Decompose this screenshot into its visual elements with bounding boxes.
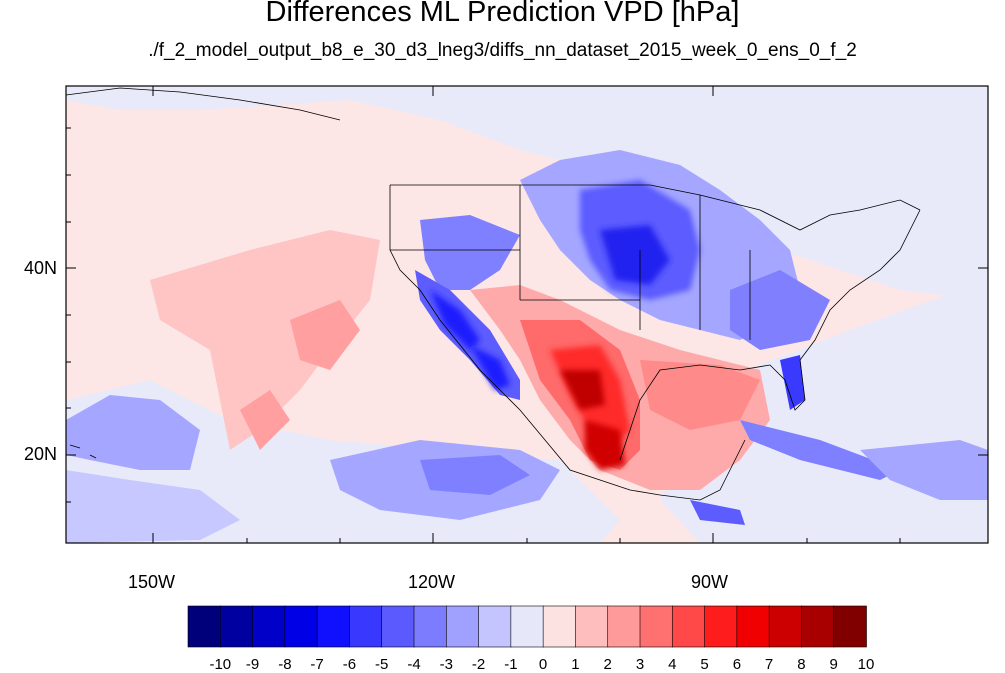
colorbar-swatch (478, 605, 512, 648)
colorbar-swatch (607, 605, 641, 648)
colorbar-swatch (316, 605, 351, 648)
plot-subtitle: ./f_2_model_output_b8_e_30_d3_lneg3/diff… (148, 40, 857, 61)
colorbar-swatch (187, 605, 222, 648)
colorbar-swatch (833, 605, 867, 648)
colorbar-swatch (349, 605, 383, 648)
colorbar-tick-label: 6 (732, 656, 742, 673)
plot-title: Differences ML Prediction VPD [hPa] (265, 0, 740, 28)
colorbar-swatch (381, 605, 415, 648)
colorbar-swatch (639, 605, 674, 648)
colorbar-swatch (252, 605, 286, 648)
colorbar-tick-label: -9 (245, 656, 260, 673)
colorbar-tick-label: 0 (538, 656, 548, 673)
colorbar-tick-label: -3 (439, 656, 453, 673)
colorbar-swatch (284, 605, 318, 648)
colorbar-tick-label: 1 (571, 656, 580, 673)
axis-ticks (66, 86, 988, 543)
colorbar-swatch (736, 605, 770, 648)
colorbar-swatch (801, 605, 835, 648)
colorbar-tick-label: -7 (310, 656, 324, 673)
colorbar-swatch (413, 605, 448, 648)
colorbar-tick-label: -2 (471, 656, 486, 673)
colorbar-swatch (219, 605, 254, 648)
colorbar-tick-label: -6 (342, 656, 357, 673)
colorbar-swatch (510, 605, 544, 648)
colorbar-tick-label: 8 (797, 656, 806, 673)
colorbar-tick-label: 4 (668, 656, 677, 673)
colorbar-tick-label: -1 (504, 656, 518, 673)
colorbar-tick-label: 7 (764, 656, 774, 673)
colorbar-tick-label: -5 (375, 656, 389, 673)
colorbar-swatch (542, 605, 577, 648)
colorbar-tick-label: 10 (857, 656, 875, 673)
lat-label-20n: 20N (24, 444, 58, 464)
coastlines (66, 87, 921, 501)
lat-label-40n: 40N (24, 258, 58, 278)
colorbar-tick-label: 9 (829, 656, 838, 673)
map-field (66, 86, 988, 543)
colorbar-tick-label: 3 (635, 656, 645, 673)
colorbar-swatch (575, 605, 609, 648)
colorbar-swatch (445, 605, 480, 648)
colorbar-tick-label: 5 (700, 656, 709, 673)
lon-label-90w: 90W (691, 572, 729, 592)
colorbar-swatch (768, 605, 803, 648)
colorbar-tick-label: -8 (278, 656, 292, 673)
colorbar-tick-label: -10 (209, 656, 232, 673)
colorbar-tick-label: 2 (603, 656, 612, 673)
colorbar (187, 605, 867, 648)
lon-label-120w: 120W (408, 572, 456, 592)
lon-label-150w: 150W (128, 572, 176, 592)
colorbar-swatch (704, 605, 738, 648)
colorbar-swatch (671, 605, 706, 648)
colorbar-tick-label: -4 (407, 656, 421, 673)
